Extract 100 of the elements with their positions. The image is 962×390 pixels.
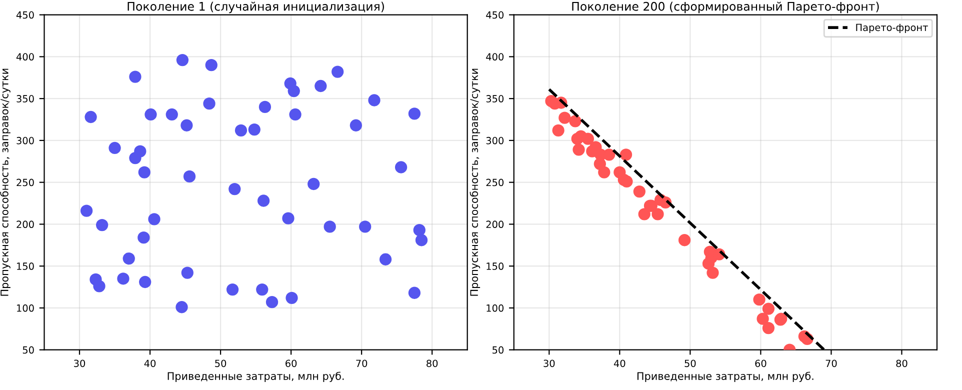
point [332,66,344,78]
point [138,166,150,178]
y-tick-label: 100 [17,304,34,312]
y-tick-label: 100 [486,304,504,312]
point [558,112,571,124]
point [180,119,193,132]
y-tick-label: 400 [486,53,504,61]
point [282,212,294,224]
x-tick-label: 40 [614,360,626,368]
point [415,234,428,246]
point [324,220,336,233]
point [226,283,239,296]
point [408,286,421,299]
point [144,108,157,121]
x-tick-label: 50 [684,360,696,368]
x-tick-label: 50 [215,360,226,368]
point [569,115,582,128]
point [706,266,719,279]
point [203,98,216,110]
x-tick-label: 80 [426,360,438,368]
point [633,185,646,198]
x-tick-label: 30 [544,360,555,368]
x-tick-label: 70 [826,360,837,368]
point [256,283,268,296]
point [379,253,392,266]
point [582,132,594,145]
y-tick-label: 450 [16,11,34,19]
point [148,213,160,226]
x-axis-title: Приведенные затраты, млн руб. [168,372,344,382]
point [122,252,135,265]
x-tick-label: 60 [286,360,297,368]
point [408,108,421,120]
point [308,178,320,190]
point [571,132,584,145]
point [620,148,632,161]
y-axis-title: Пропускная способность, заправок/сутки [470,68,480,296]
point [183,170,196,183]
y-tick-label: 300 [486,136,504,144]
point [117,272,130,285]
point [359,220,372,233]
point [762,322,775,334]
x-tick-label: 30 [74,360,86,368]
point [413,224,426,236]
x-tick-label: 60 [755,360,766,368]
point [181,266,194,279]
point [139,276,152,288]
point [368,94,380,106]
point [756,312,769,325]
y-tick-label: 250 [486,178,504,186]
point [248,123,260,136]
y-tick-label: 200 [486,220,504,228]
point [289,108,302,121]
point [266,296,278,308]
point [552,124,564,136]
chart-title: Поколение 1 (случайная инициализация) [128,2,384,14]
point [234,124,248,136]
y-tick-label: 350 [486,95,504,102]
point [108,142,121,154]
point [286,292,298,304]
point [394,161,408,174]
point [258,100,272,114]
y-tick-label: 450 [486,11,504,19]
point [96,218,108,232]
y-tick-label: 50 [492,346,504,354]
point [572,144,585,156]
y-tick-label: 150 [486,262,504,270]
point [176,301,188,314]
chart-title: Поколение 200 (сформированный Парето-фронт) [572,2,879,14]
point [753,294,766,306]
point [84,110,97,124]
point [678,234,691,246]
point [176,54,189,66]
point [93,280,106,292]
point [288,84,300,98]
y-tick-label: 150 [17,262,34,270]
point [129,152,142,164]
x-tick-label: 70 [356,360,368,368]
x-tick-label: 80 [896,360,908,368]
y-tick-label: 50 [22,346,34,354]
point [603,148,616,161]
y-tick-label: 400 [16,53,34,61]
x-tick-label: 40 [144,360,156,368]
y-tick-label: 250 [16,178,34,186]
point [228,182,241,196]
point [620,175,633,188]
y-tick-label: 350 [16,95,34,102]
point [702,257,715,270]
point [652,208,664,220]
point [166,108,178,121]
point [80,204,93,217]
point [257,194,270,207]
x-axis-title: Приведенные затраты, млн руб. [637,372,814,382]
y-tick-label: 200 [16,220,34,228]
point [762,302,775,315]
point [350,119,362,132]
y-tick-label: 300 [16,136,34,144]
point [205,58,218,72]
point [129,70,142,83]
point [638,208,650,220]
point [314,80,327,92]
